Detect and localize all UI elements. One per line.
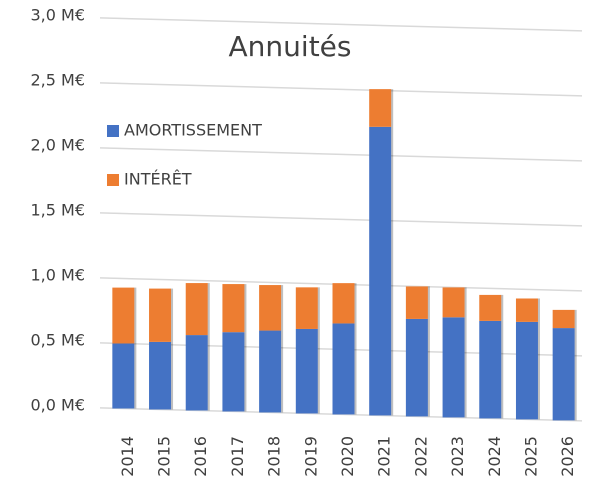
bar-segment [185,335,208,411]
legend-swatch [107,125,119,137]
x-tick-label: 2023 [448,436,467,477]
bar-segment [295,328,318,414]
bar-side [354,323,357,415]
x-tick-label: 2022 [411,436,430,477]
chart-title: Annuités [229,30,352,63]
x-tick-label: 2021 [375,436,394,477]
x-tick-label: 2014 [118,436,137,477]
bar-side [537,298,540,322]
bar-side [574,328,577,421]
legend-label: INTÉRÊT [124,170,192,189]
bar-side [171,341,174,410]
bar-segment [222,332,245,412]
bar-segment [295,287,318,329]
bar-side [207,335,210,411]
bar-segment [259,285,282,331]
bar-segment [259,330,282,413]
bar-segment [332,283,355,324]
bar-segment [442,317,465,418]
bar-side [501,320,504,419]
bar-side [464,317,467,418]
bar-side [317,287,320,329]
bar-segment [515,321,538,420]
bar-side [281,330,284,413]
y-tick-label: 0,0 M€ [30,396,85,415]
bar-side [427,318,430,417]
x-tick-label: 2025 [521,436,540,477]
bar-side [207,283,210,336]
bar-side [574,309,577,329]
bar-segment [405,318,428,417]
y-tick-label: 0,5 M€ [30,331,85,350]
bar-segment [369,89,392,127]
x-tick-label: 2026 [558,436,577,477]
bar-segment [515,298,538,322]
bar-segment [479,294,502,321]
bar-side [134,343,137,409]
bar-side [244,332,247,412]
bar-segment [222,284,245,333]
grid-line [99,82,583,97]
grid-line [99,17,583,32]
bar-side [281,285,284,331]
y-tick-label: 1,5 M€ [30,201,85,220]
bar-segment [479,320,502,419]
bar-side [391,126,394,416]
y-tick-label: 2,0 M€ [30,136,85,155]
bar-side [354,283,357,324]
x-tick-label: 2017 [228,436,247,477]
x-tick-label: 2018 [265,436,284,477]
bar-segment [332,323,355,415]
x-tick-label: 2016 [191,436,210,477]
bar-side [171,288,174,342]
bar-segment [552,309,575,329]
legend-swatch [107,174,119,186]
y-tick-label: 3,0 M€ [30,6,85,25]
bar-side [391,89,394,127]
x-tick-label: 2020 [338,436,357,477]
legend-label: AMORTISSEMENT [124,121,262,140]
bar-side [464,287,467,318]
bar-side [427,286,430,319]
bar-segment [405,286,428,319]
y-tick-label: 2,5 M€ [30,71,85,90]
y-tick-label: 1,0 M€ [30,266,85,285]
bar-segment [185,283,208,336]
bar-segment [149,341,172,410]
bar-segment [369,126,392,416]
bar-side [537,321,540,420]
bar-segment [442,287,465,318]
bar-segment [112,287,135,344]
x-tick-label: 2024 [485,436,504,477]
bar-side [501,294,504,321]
grid-line [99,147,583,162]
bar-segment [149,288,172,342]
x-tick-label: 2019 [301,436,320,477]
bar-segment [552,328,575,421]
grid-line [99,212,583,227]
bar-side [134,287,137,344]
bar-segment [112,343,135,409]
bar-side [317,328,320,414]
x-tick-label: 2015 [155,436,174,477]
bar-side [244,284,247,333]
